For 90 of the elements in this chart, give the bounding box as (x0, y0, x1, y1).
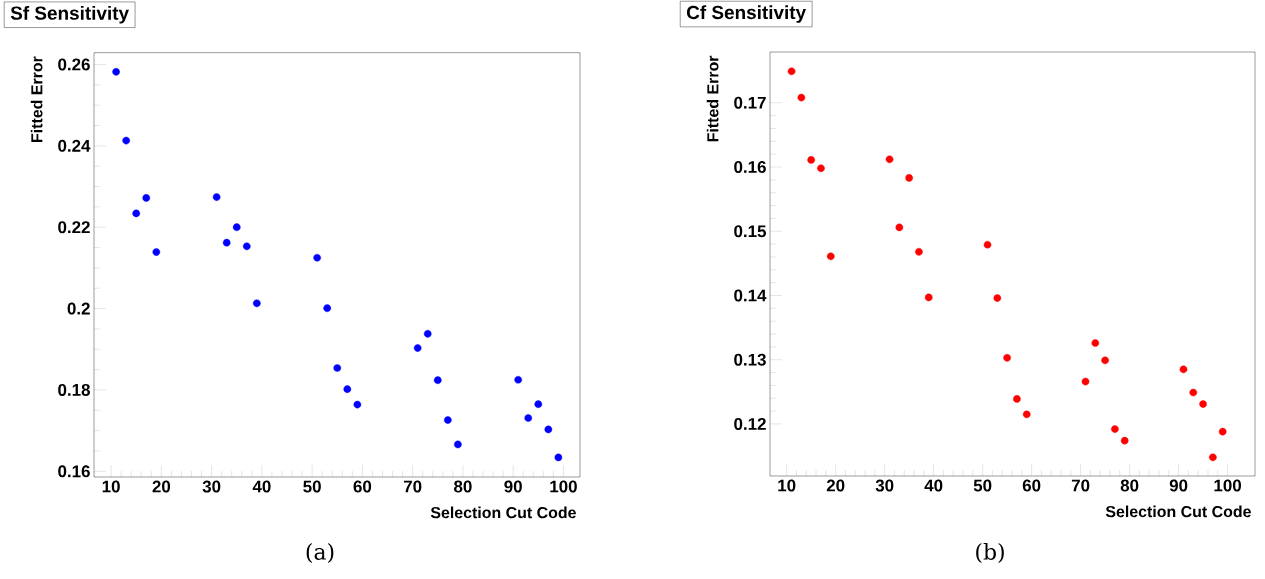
x-tick-label: 20 (152, 480, 171, 493)
x-tick-label: 60 (1022, 479, 1041, 492)
point (222, 238, 231, 247)
point (343, 385, 352, 393)
point (1003, 354, 1011, 362)
point (524, 414, 533, 422)
x-tick-label: 10 (778, 479, 796, 492)
y-axis-title: Fitted Error (706, 55, 719, 142)
x-tick-label: 70 (403, 480, 422, 493)
y-tick-label: 0.24 (58, 139, 91, 152)
point (983, 240, 992, 249)
point (212, 193, 221, 201)
point (152, 248, 161, 256)
point (915, 248, 923, 256)
point (423, 330, 432, 338)
x-tick-label: 70 (1071, 479, 1090, 492)
x-tick-label: 30 (202, 480, 221, 493)
y-tick-label: 0.14 (734, 289, 767, 302)
point (1199, 400, 1207, 408)
point (544, 425, 553, 434)
point (1209, 453, 1217, 462)
point (1081, 377, 1090, 386)
point (554, 453, 563, 462)
x-tick-label: 60 (353, 480, 372, 493)
x-tick-label: 10 (102, 480, 120, 493)
point (1120, 436, 1129, 445)
x-tick-label: 40 (924, 479, 943, 492)
x-tick-label: 50 (973, 479, 992, 492)
point (807, 156, 815, 164)
y-tick-label: 0.15 (734, 225, 767, 238)
chart-title: Cf Sensitivity (686, 5, 806, 23)
point (142, 194, 151, 202)
point (122, 136, 130, 145)
y-tick-label: 0.2 (67, 302, 90, 315)
point (826, 252, 835, 261)
point (1218, 427, 1227, 436)
point (895, 223, 904, 232)
point (132, 209, 141, 218)
point (444, 416, 452, 424)
point (787, 67, 796, 76)
y-tick-label: 0.13 (734, 353, 766, 366)
y-tick-label: 0.26 (58, 58, 90, 71)
y-tick-label: 0.17 (734, 96, 766, 109)
point (433, 376, 442, 384)
x-tick-label: 80 (454, 480, 472, 493)
chart-title: Sf Sensitivity (10, 5, 129, 24)
text: (a) (306, 542, 334, 564)
point (885, 155, 894, 164)
y-tick-label: 0.12 (734, 417, 766, 430)
point (797, 93, 806, 102)
point (1101, 356, 1109, 365)
point (1111, 425, 1119, 433)
x-tick-label: 90 (1169, 479, 1188, 492)
point (313, 253, 321, 262)
y-axis-title: Fitted Error (30, 56, 43, 142)
point (905, 174, 913, 182)
x-tick-label: 100 (550, 480, 577, 493)
point (993, 294, 1002, 302)
point (353, 400, 362, 409)
point (514, 375, 522, 384)
point (333, 364, 342, 372)
point (924, 293, 933, 302)
point (817, 164, 825, 173)
point (1189, 388, 1198, 397)
x-tick-label: 100 (1214, 479, 1241, 492)
x-tick-label: 40 (252, 480, 271, 493)
point (1022, 410, 1031, 419)
point (1013, 395, 1021, 403)
x-tick-label: 20 (826, 479, 845, 492)
x-tick-label: 90 (504, 480, 522, 493)
point (232, 223, 241, 232)
text: (b) (976, 542, 1004, 564)
y-tick-label: 0.18 (58, 383, 90, 396)
point (454, 440, 462, 449)
point (323, 304, 331, 312)
point (1091, 339, 1100, 347)
y-tick-label: 0.16 (734, 161, 766, 173)
x-tick-label: 30 (875, 479, 894, 492)
y-tick-label: 0.22 (58, 221, 90, 234)
x-tick-label: 50 (303, 480, 321, 493)
x-axis-title: Selection Cut Code (430, 506, 576, 519)
y-tick-label: 0.16 (58, 465, 90, 478)
x-tick-label: 80 (1120, 479, 1139, 492)
point (413, 344, 422, 352)
point (253, 299, 261, 308)
point (112, 68, 120, 76)
x-axis-title: Selection Cut Code (1105, 505, 1251, 518)
point (242, 242, 251, 251)
point (1179, 365, 1188, 374)
point (534, 400, 543, 408)
